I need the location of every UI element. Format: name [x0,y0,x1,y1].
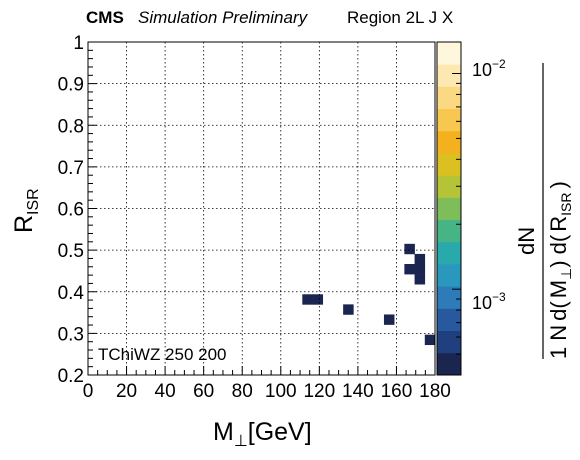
grid-lines [88,42,435,375]
experiment-label: CMS [86,8,124,27]
color-bar-label-1e-2: 10−2 [472,57,506,80]
x-axis-title: M⊥[GeV] [213,418,312,450]
color-bar-segment [437,197,461,220]
region-label: Region 2L J X [347,8,453,27]
y-tick-label: 0.6 [58,200,84,221]
x-tick-label: 60 [193,381,214,402]
color-bar-segment [437,352,461,376]
x-tick-label: 40 [155,381,176,402]
color-bar-segment [437,308,461,331]
heatmap-cell [414,274,426,285]
color-bar-segment [437,64,461,87]
x-tick-label: 120 [303,381,335,402]
status-label: Simulation Preliminary [138,8,309,27]
color-bar [437,42,461,376]
svg-text:1Nd(M⊥) d(RISR): 1Nd(M⊥) d(RISR) [546,181,574,359]
x-tick-label: 140 [342,381,374,402]
heatmap-cell [312,294,324,305]
annotation-label: TChiWZ 250 200 [98,345,227,364]
y-tick-label: 0.2 [58,366,84,387]
x-tick-label: 0 [83,381,94,402]
x-tick-label: 180 [419,381,451,402]
color-bar-segment [437,175,461,198]
x-tick-label: 80 [232,381,253,402]
color-bar-frame [436,41,462,376]
y-axis-title: RISR [10,188,42,233]
heatmap-cell [414,253,426,265]
color-bar-segment [437,286,461,309]
x-tick-label: 100 [265,381,297,402]
color-bar-segment [437,241,461,265]
color-bar-segment [437,219,461,243]
heatmap-cell [404,243,415,255]
color-bar-segment [437,42,461,65]
y-axis: 0.2 0.3 0.4 0.5 0.6 0.7 0.8 0.9 1 [58,33,97,387]
heatmap-cell [343,304,354,315]
color-bar-label-1e-3: 10−3 [472,290,506,313]
y-tick-label: 0.5 [58,241,84,262]
y-tick-label: 1 [73,33,84,54]
z-axis-title: dN 1Nd(M⊥) d(RISR) [514,63,574,359]
svg-text:dN: dN [514,227,539,255]
color-bar-segment [437,130,461,154]
heatmap-cell [383,314,395,325]
y-tick-label: 0.8 [58,116,84,137]
color-bar-segment [437,330,461,354]
svg-text:RISR: RISR [10,188,42,233]
x-tick-label: 20 [116,381,137,402]
y-tick-label: 0.7 [58,158,84,179]
color-bar-segment [437,153,461,176]
x-tick-label: 160 [381,381,413,402]
heatmap-cell [424,334,436,346]
color-bar-segment [437,86,461,109]
heatmap-cell [302,294,313,305]
color-bar-segment [437,264,461,287]
color-bar-segment [437,108,461,132]
heatmap-cells [302,243,436,346]
y-tick-label: 0.3 [58,324,84,345]
y-tick-label: 0.9 [58,75,84,96]
heatmap-cell [404,264,415,275]
y-tick-label: 0.4 [58,283,85,304]
heatmap-cell [414,264,426,275]
x-axis: 0 20 40 60 80 100 120 140 160 180 [83,366,451,402]
